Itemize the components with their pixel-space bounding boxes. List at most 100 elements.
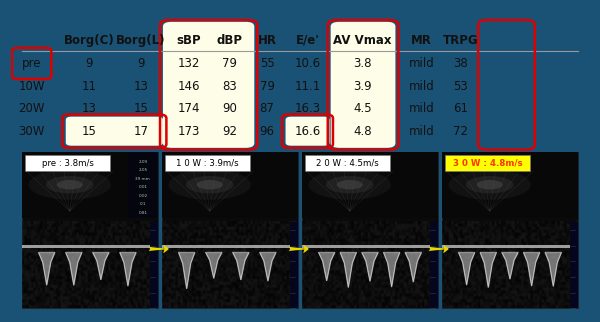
Ellipse shape — [186, 176, 233, 194]
Ellipse shape — [308, 170, 391, 200]
Text: 146: 146 — [178, 80, 200, 92]
Text: AV Vmax: AV Vmax — [333, 34, 392, 47]
Text: HR: HR — [257, 34, 277, 47]
Text: 173: 173 — [178, 126, 200, 138]
Polygon shape — [362, 252, 378, 281]
Text: 61: 61 — [453, 102, 468, 116]
Bar — [163, 245, 298, 248]
Polygon shape — [206, 252, 222, 278]
Bar — [290, 222, 298, 308]
FancyBboxPatch shape — [331, 22, 395, 148]
Text: 15: 15 — [82, 126, 97, 138]
Ellipse shape — [169, 170, 251, 200]
Text: 11: 11 — [82, 80, 97, 92]
Polygon shape — [458, 252, 475, 285]
Polygon shape — [383, 252, 400, 287]
Text: MR: MR — [411, 34, 432, 47]
Text: 79: 79 — [260, 80, 275, 92]
FancyBboxPatch shape — [305, 156, 390, 171]
Ellipse shape — [197, 180, 223, 189]
Polygon shape — [545, 252, 562, 286]
Polygon shape — [523, 252, 540, 286]
Text: 39 mm: 39 mm — [136, 177, 150, 181]
Ellipse shape — [337, 180, 362, 189]
Bar — [302, 152, 437, 308]
Polygon shape — [120, 252, 136, 286]
Bar — [442, 152, 578, 308]
Text: 11.1: 11.1 — [295, 80, 320, 92]
Polygon shape — [179, 252, 195, 289]
Bar — [149, 222, 158, 308]
Text: 9: 9 — [85, 57, 92, 70]
FancyBboxPatch shape — [163, 22, 254, 148]
Bar — [22, 152, 158, 218]
Text: Borg(C): Borg(C) — [64, 34, 114, 47]
Bar — [22, 245, 158, 248]
Text: 13: 13 — [134, 80, 148, 92]
Ellipse shape — [46, 176, 94, 194]
Text: mild: mild — [409, 80, 434, 92]
Ellipse shape — [29, 170, 111, 200]
Text: 4.8: 4.8 — [353, 126, 372, 138]
Ellipse shape — [476, 180, 503, 189]
Text: TRPG: TRPG — [443, 34, 479, 47]
Bar — [442, 245, 578, 248]
Text: 2.05: 2.05 — [138, 168, 148, 172]
Bar — [128, 152, 158, 218]
Text: 96: 96 — [260, 126, 275, 138]
Text: 9: 9 — [137, 57, 145, 70]
Text: 90: 90 — [222, 102, 237, 116]
Text: mild: mild — [409, 57, 434, 70]
Polygon shape — [480, 252, 496, 288]
Text: 30W: 30W — [19, 126, 45, 138]
Text: 4.5: 4.5 — [353, 102, 372, 116]
Text: 55: 55 — [260, 57, 274, 70]
Text: 1 0 W : 3.9m/s: 1 0 W : 3.9m/s — [176, 159, 239, 168]
Text: pre: pre — [22, 57, 41, 70]
Text: 174: 174 — [178, 102, 200, 116]
Polygon shape — [319, 252, 335, 281]
Text: 132: 132 — [178, 57, 200, 70]
Text: 38: 38 — [454, 57, 468, 70]
Bar — [163, 152, 298, 218]
Polygon shape — [233, 252, 249, 280]
FancyBboxPatch shape — [165, 156, 250, 171]
Ellipse shape — [449, 170, 531, 200]
Text: 0.81: 0.81 — [139, 211, 148, 215]
Text: 0.1: 0.1 — [140, 203, 146, 206]
Bar — [430, 222, 437, 308]
Text: 10.6: 10.6 — [295, 57, 320, 70]
Text: 13: 13 — [82, 102, 97, 116]
Text: pre : 3.8m/s: pre : 3.8m/s — [42, 159, 94, 168]
Text: E/e': E/e' — [296, 34, 319, 47]
Bar — [302, 152, 437, 218]
Text: 0.02: 0.02 — [138, 194, 148, 198]
Ellipse shape — [466, 176, 514, 194]
Text: 92: 92 — [222, 126, 237, 138]
Bar — [569, 222, 578, 308]
Text: 72: 72 — [453, 126, 468, 138]
Polygon shape — [38, 252, 55, 285]
Text: 79: 79 — [222, 57, 237, 70]
Polygon shape — [405, 252, 421, 282]
FancyBboxPatch shape — [445, 156, 530, 171]
Text: 3.9: 3.9 — [353, 80, 372, 92]
Text: 10W: 10W — [19, 80, 45, 92]
Bar — [163, 152, 298, 308]
Bar — [442, 152, 578, 218]
Text: Borg(L): Borg(L) — [116, 34, 166, 47]
Text: 20W: 20W — [19, 102, 45, 116]
Polygon shape — [93, 252, 109, 280]
Polygon shape — [260, 252, 276, 281]
Text: mild: mild — [409, 102, 434, 116]
Ellipse shape — [326, 176, 374, 194]
Text: 2.09: 2.09 — [138, 160, 148, 164]
Text: sBP: sBP — [176, 34, 201, 47]
Text: 17: 17 — [133, 126, 148, 138]
Bar — [302, 245, 437, 248]
Text: 16.6: 16.6 — [295, 126, 320, 138]
Text: 2 0 W : 4.5m/s: 2 0 W : 4.5m/s — [316, 159, 379, 168]
Polygon shape — [502, 252, 518, 279]
Text: 53: 53 — [454, 80, 468, 92]
Polygon shape — [65, 252, 82, 285]
